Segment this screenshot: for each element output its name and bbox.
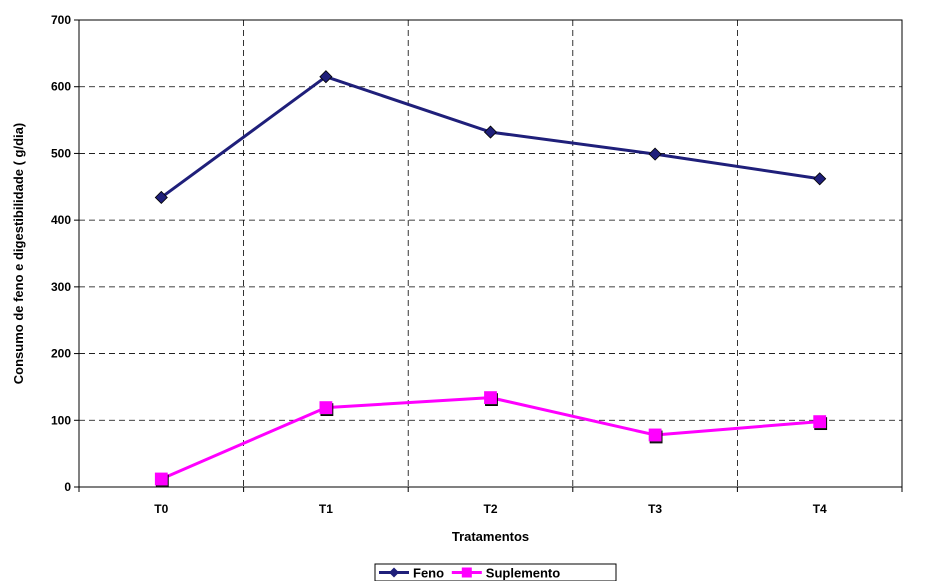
data-point bbox=[648, 147, 662, 161]
x-tick-label: T1 bbox=[319, 502, 333, 516]
data-point bbox=[484, 391, 497, 405]
data-point bbox=[813, 172, 827, 186]
y-tick-label: 200 bbox=[51, 347, 71, 361]
y-axis-title: Consumo de feno e digestibilidade ( g/di… bbox=[11, 123, 26, 384]
y-tick-label: 100 bbox=[51, 413, 71, 427]
y-tick-label: 0 bbox=[64, 480, 71, 494]
legend-marker-suplemento bbox=[461, 567, 472, 578]
x-axis-title: Tratamentos bbox=[452, 529, 529, 544]
y-tick-label: 700 bbox=[51, 13, 71, 27]
x-tick-label: T3 bbox=[648, 502, 662, 516]
plot-area-border bbox=[78, 19, 903, 488]
legend: Feno Suplemento bbox=[374, 563, 617, 581]
x-tick-label: T0 bbox=[154, 502, 168, 516]
data-point bbox=[154, 190, 168, 205]
series-feno bbox=[154, 70, 827, 205]
data-point bbox=[319, 401, 333, 415]
grid-lines bbox=[79, 20, 902, 487]
data-point bbox=[813, 415, 827, 429]
x-axis-ticks: T0 T1 T2 T3 T4 bbox=[154, 502, 827, 516]
legend-label-feno: Feno bbox=[413, 566, 444, 581]
data-point bbox=[483, 125, 498, 139]
data-series bbox=[154, 70, 828, 488]
y-tick-label: 300 bbox=[51, 280, 71, 294]
y-axis-ticks: 0 100 200 300 400 500 600 700 bbox=[51, 13, 71, 494]
legend-marker-feno bbox=[389, 567, 399, 578]
data-point bbox=[648, 428, 662, 442]
y-tick-label: 500 bbox=[51, 146, 71, 160]
x-tick-label: T2 bbox=[483, 502, 497, 516]
chart-axes bbox=[74, 19, 903, 492]
legend-box bbox=[374, 563, 617, 581]
y-tick-label: 600 bbox=[51, 80, 71, 94]
data-point bbox=[154, 472, 168, 486]
data-point bbox=[319, 70, 333, 84]
x-tick-label: T4 bbox=[813, 502, 827, 516]
legend-label-suplemento: Suplemento bbox=[486, 566, 560, 581]
y-tick-label: 400 bbox=[51, 213, 71, 227]
series-suplemento bbox=[154, 391, 828, 488]
series-line bbox=[160, 396, 820, 481]
